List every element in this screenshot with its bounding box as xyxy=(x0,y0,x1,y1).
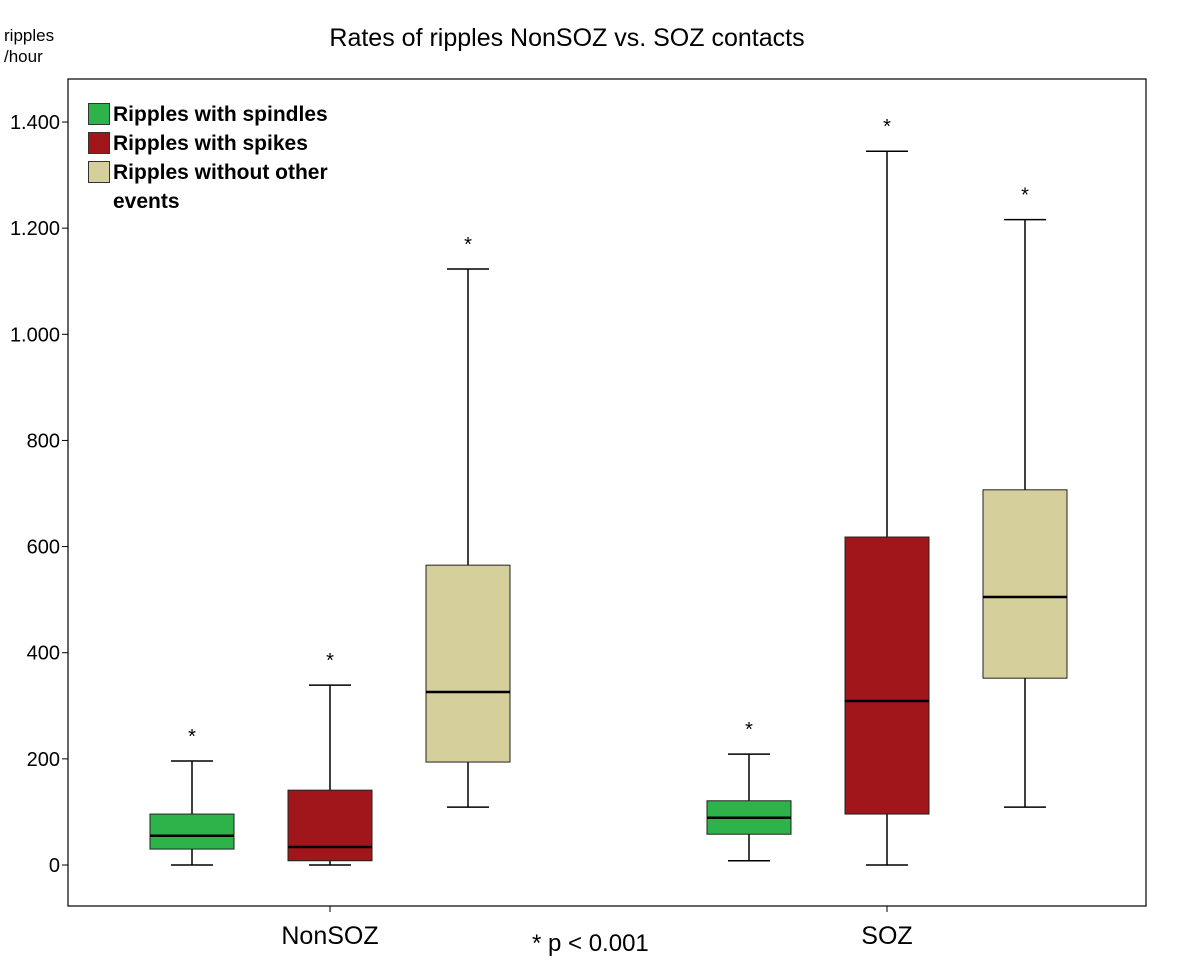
plot-frame xyxy=(67,78,1147,907)
box xyxy=(287,789,373,862)
y-tick-label: 0 xyxy=(49,855,60,877)
significance-marker: * xyxy=(883,116,891,138)
legend-item-spikes: Ripples with spikes xyxy=(88,129,378,158)
legend-label: Ripples without other events xyxy=(113,161,328,213)
box xyxy=(425,564,511,763)
legend-swatch xyxy=(88,161,110,183)
legend-label: Ripples with spikes xyxy=(113,132,308,155)
y-tick-label: 1.400 xyxy=(10,112,60,134)
box xyxy=(844,536,930,815)
legend: Ripples with spindles Ripples with spike… xyxy=(88,100,378,216)
legend-swatch xyxy=(88,103,110,125)
significance-marker: * xyxy=(188,726,196,748)
significance-marker: * xyxy=(464,234,472,256)
box xyxy=(149,813,235,850)
chart-title: Rates of ripples NonSOZ vs. SOZ contacts xyxy=(329,24,805,52)
x-tick-label: NonSOZ xyxy=(281,922,378,950)
significance-marker: * xyxy=(326,650,334,672)
legend-item-spindles: Ripples with spindles xyxy=(88,100,378,129)
significance-marker: * xyxy=(745,719,753,741)
y-tick-label: 200 xyxy=(27,749,60,771)
y-tick-label: 400 xyxy=(27,643,60,665)
legend-swatch xyxy=(88,132,110,154)
box xyxy=(982,489,1068,679)
y-tick-label: 1.000 xyxy=(10,324,60,346)
significance-marker: * xyxy=(1021,185,1029,207)
x-tick-label: SOZ xyxy=(861,922,912,950)
y-axis-label: ripples /hour xyxy=(4,26,55,66)
y-tick-label: 600 xyxy=(27,537,60,559)
y-tick-label: 800 xyxy=(27,430,60,452)
y-tick-label: 1.200 xyxy=(10,218,60,240)
significance-note: * p < 0.001 xyxy=(532,930,649,957)
legend-label: Ripples with spindles xyxy=(113,103,328,126)
legend-item-no-events: Ripples without other events xyxy=(88,158,378,216)
